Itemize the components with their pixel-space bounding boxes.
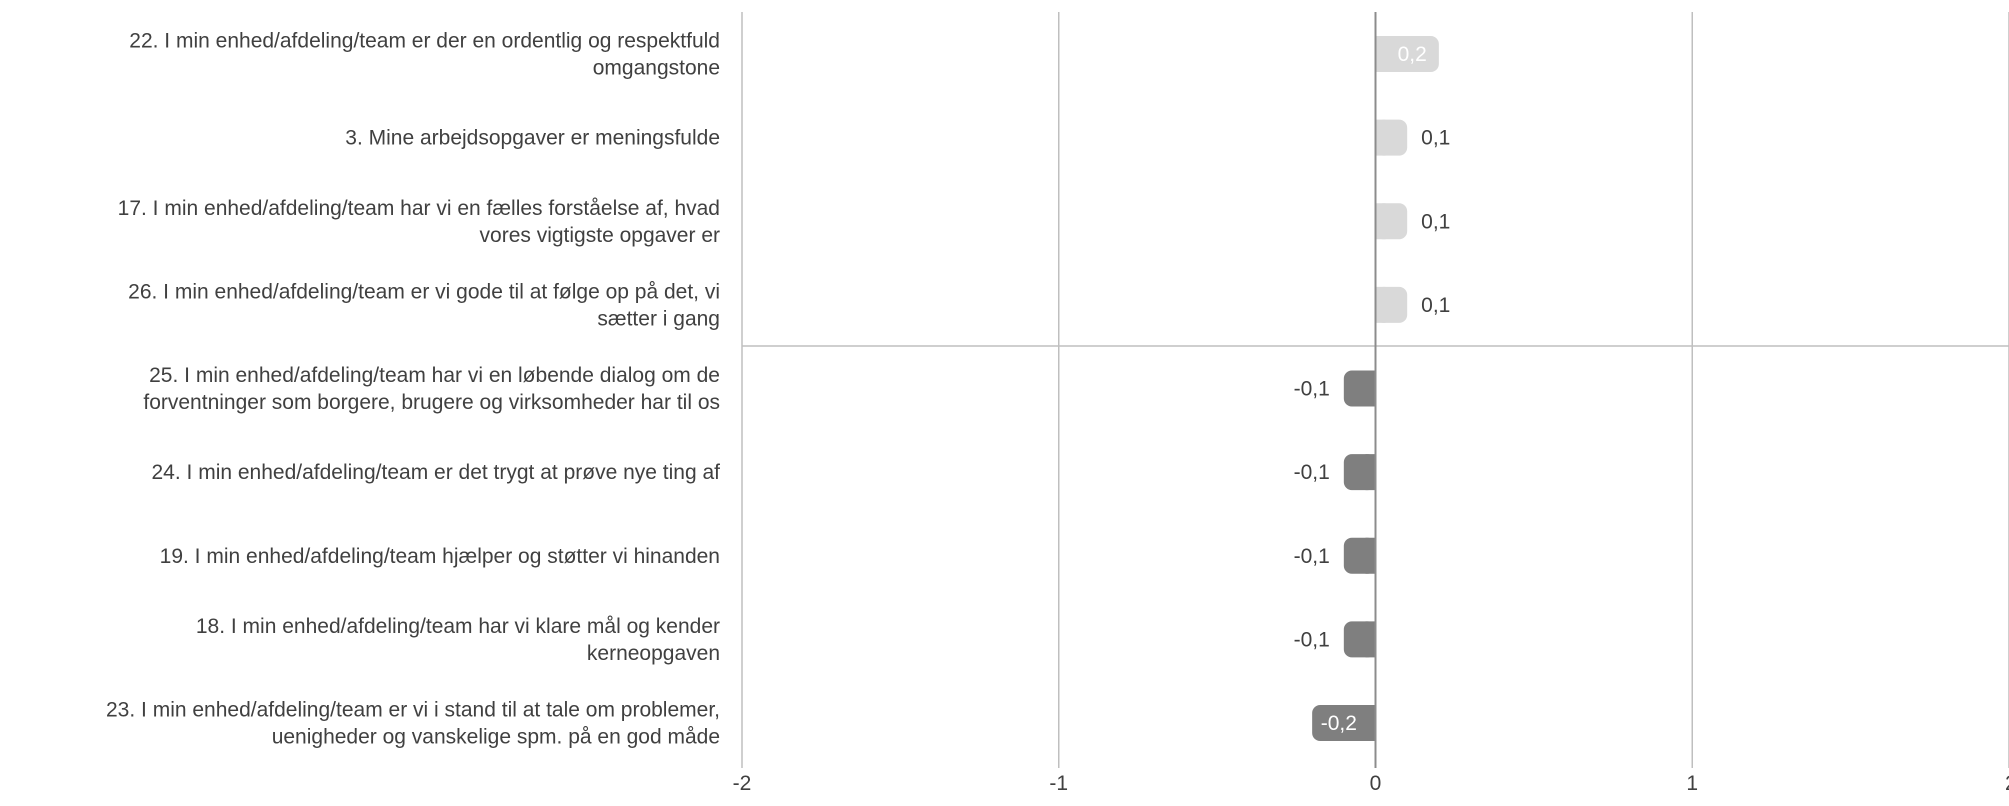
category-label-5: 24. I min enhed/afdeling/team er det try…: [152, 461, 721, 484]
bar-base-3: [1375, 286, 1386, 323]
category-label-3-line-1: sætter i gang: [597, 307, 720, 330]
x-tick-label-3: 1: [1686, 772, 1698, 795]
bar-base-4: [1365, 370, 1376, 407]
category-label-4-line-1: forventninger som borgere, brugere og vi…: [143, 391, 720, 414]
bar-base-6: [1365, 537, 1376, 574]
category-label-1: 3. Mine arbejdsopgaver er meningsfulde: [345, 127, 720, 150]
x-tick-label-2: 0: [1370, 772, 1382, 795]
bar-base-5: [1365, 454, 1376, 491]
category-label-0-line-0: 22. I min enhed/afdeling/team er der en …: [129, 30, 720, 53]
data-label-0: 0,2: [1398, 43, 1427, 66]
category-label-4-line-0: 25. I min enhed/afdeling/team har vi en …: [149, 364, 720, 387]
data-label-8: -0,2: [1321, 712, 1357, 735]
category-label-7-line-0: 18. I min enhed/afdeling/team har vi kla…: [196, 615, 720, 638]
data-label-5: -0,1: [1294, 461, 1330, 484]
category-label-2-line-1: vores vigtigste opgaver er: [480, 224, 720, 247]
data-label-3: 0,1: [1421, 294, 1450, 317]
data-label-1: 0,1: [1421, 127, 1450, 150]
bar-base-1: [1375, 119, 1386, 156]
data-label-4: -0,1: [1294, 378, 1330, 401]
bar-base-8: [1365, 705, 1376, 741]
data-label-6: -0,1: [1294, 545, 1330, 568]
x-tick-label-0: -2: [733, 772, 752, 795]
category-label-0-line-1: omgangstone: [593, 57, 720, 80]
category-label-6: 19. I min enhed/afdeling/team hjælper og…: [160, 545, 720, 568]
category-label-7-line-1: kerneopgaven: [587, 642, 720, 665]
x-tick-label-4: 2: [2005, 772, 2009, 795]
category-label-2-line-0: 17. I min enhed/afdeling/team har vi en …: [118, 197, 720, 220]
category-label-8-line-1: uenigheder og vanskelige spm. på en god …: [272, 726, 720, 749]
bar-0: [1375, 36, 1439, 72]
data-label-2: 0,1: [1421, 210, 1450, 233]
data-label-7: -0,1: [1294, 628, 1330, 651]
bar-8: [1312, 705, 1376, 741]
category-label-8-line-0: 23. I min enhed/afdeling/team er vi i st…: [106, 699, 720, 722]
category-label-3-line-0: 26. I min enhed/afdeling/team er vi gode…: [128, 280, 720, 303]
bar-base-7: [1365, 621, 1376, 658]
bar-base-2: [1375, 203, 1386, 240]
bar-base-0: [1375, 36, 1386, 72]
x-tick-label-1: -1: [1049, 772, 1068, 795]
